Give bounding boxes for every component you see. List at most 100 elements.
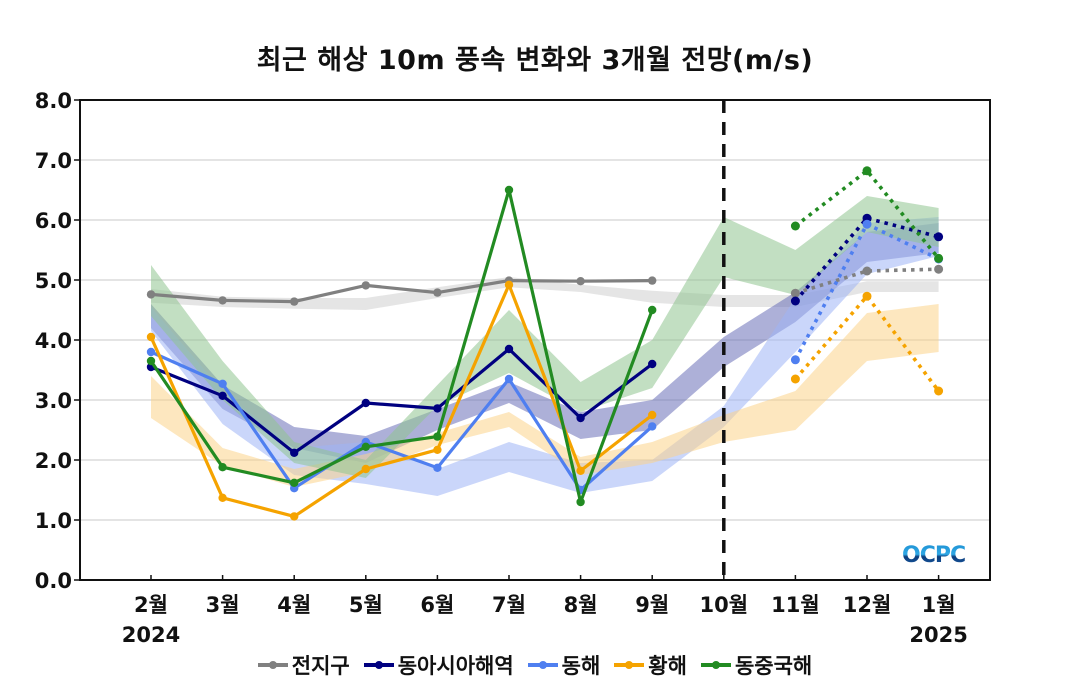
x-tick-label: 9월 — [635, 593, 669, 617]
forecast-point — [862, 219, 872, 229]
ocpc-logo: OCPC — [902, 543, 966, 568]
legend-label: 전지구 — [291, 654, 350, 678]
data-point — [648, 410, 657, 420]
data-point — [648, 305, 657, 315]
series-lines — [146, 166, 944, 521]
data-point — [290, 448, 299, 457]
data-point — [218, 379, 227, 388]
forecast-point — [790, 288, 800, 298]
legend-label: 동해 — [561, 654, 601, 678]
x-tick-label: 11월 — [771, 593, 820, 617]
x-tick-label: 5월 — [349, 593, 383, 617]
forecast-point — [790, 355, 800, 365]
data-point — [146, 356, 156, 366]
data-point — [576, 466, 585, 475]
y-tick-label: 5.0 — [35, 269, 72, 293]
legend: 전지구 동아시아해역 동해 황해 동중국해 — [0, 650, 1070, 680]
y-tick-label: 6.0 — [35, 209, 72, 233]
x-tick-label: 8월 — [564, 593, 598, 617]
confidence-bands — [151, 196, 939, 496]
x-tick-label: 4월 — [277, 593, 311, 617]
x-tick-label: 1월 — [922, 593, 956, 617]
data-point — [218, 463, 227, 472]
legend-item-east-asia[interactable]: 동아시아해역 — [363, 650, 514, 680]
data-point — [290, 297, 299, 306]
data-point — [504, 344, 514, 354]
forecast-point — [790, 374, 800, 384]
data-point — [576, 413, 585, 423]
data-point — [290, 478, 299, 487]
y-tick-label: 0.0 — [35, 569, 72, 593]
year-label: 2024 — [122, 623, 180, 647]
x-tick-label: 6월 — [420, 593, 454, 617]
data-point — [504, 280, 514, 289]
data-point — [576, 277, 585, 286]
data-point — [576, 497, 585, 507]
legend-swatch-icon — [257, 661, 288, 669]
observed-line-전지구 — [150, 279, 653, 304]
legend-swatch-icon — [614, 661, 645, 669]
data-point — [648, 422, 657, 431]
data-point — [504, 185, 514, 195]
forecast-point — [862, 291, 872, 301]
x-tick-labels: 2월 3월 4월 5월 6월 7월 8월 9월 10월 11월 12월 1월 2024 2025 — [122, 593, 968, 647]
legend-item-east-china-sea[interactable]: 동중국해 — [700, 650, 813, 680]
forecast-point — [934, 232, 944, 242]
x-tick-label: 7월 — [492, 593, 526, 617]
y-tick-label: 4.0 — [35, 329, 72, 353]
x-tick-label: 10월 — [700, 593, 749, 617]
x-tick-label: 12월 — [843, 593, 892, 617]
legend-swatch-icon — [700, 661, 731, 669]
x-tick-label: 2월 — [134, 593, 168, 617]
band-황해 — [151, 304, 939, 487]
legend-label: 동중국해 — [734, 654, 813, 678]
axes — [74, 99, 991, 581]
data-point — [361, 398, 370, 408]
legend-label: 동아시아해역 — [397, 654, 514, 678]
data-point — [146, 290, 156, 299]
y-tick-label: 3.0 — [35, 389, 72, 413]
forecast-point — [934, 386, 944, 396]
data-point — [361, 464, 370, 474]
observed-line-동해 — [150, 350, 654, 492]
y-tick-label: 1.0 — [35, 509, 72, 533]
y-tick-label: 8.0 — [35, 89, 72, 113]
observed-line-동아시아해역 — [150, 347, 654, 455]
legend-item-global[interactable]: 전지구 — [257, 650, 350, 680]
y-tick-labels: 0.0 1.0 2.0 3.0 4.0 5.0 6.0 7.0 8.0 — [35, 89, 72, 593]
data-point — [146, 332, 156, 342]
forecast-line-동아시아해역 — [794, 216, 940, 303]
data-point — [433, 404, 442, 413]
legend-item-yellow-sea[interactable]: 황해 — [614, 650, 687, 680]
data-point — [648, 276, 657, 285]
x-tick-label: 3월 — [206, 593, 240, 617]
data-point — [433, 288, 442, 297]
y-tick-label: 2.0 — [35, 449, 72, 473]
data-point — [433, 463, 442, 472]
observed-line-황해 — [149, 283, 654, 519]
data-point — [504, 374, 514, 384]
band-전지구 — [151, 277, 939, 310]
data-point — [146, 347, 156, 357]
plot-frame — [79, 99, 991, 581]
observed-line-동중국해 — [149, 188, 654, 504]
chart-title: 최근 해상 10m 풍속 변화와 3개월 전망(m/s) — [256, 45, 814, 76]
legend-swatch-icon — [527, 661, 558, 669]
forecast-point — [862, 266, 872, 276]
forecast-point — [862, 166, 872, 176]
band-동해 — [151, 217, 939, 496]
data-point — [361, 281, 370, 290]
data-point — [648, 359, 657, 369]
data-point — [218, 296, 227, 305]
data-point — [433, 445, 442, 454]
legend-swatch-icon — [363, 661, 394, 669]
forecast-point — [790, 221, 800, 231]
forecast-line-황해 — [794, 293, 941, 393]
data-point — [433, 432, 442, 441]
band-동중국해 — [151, 196, 939, 478]
forecast-point — [934, 264, 944, 274]
year-label: 2025 — [909, 623, 967, 647]
legend-item-east-sea[interactable]: 동해 — [527, 650, 601, 680]
data-point — [290, 512, 299, 521]
